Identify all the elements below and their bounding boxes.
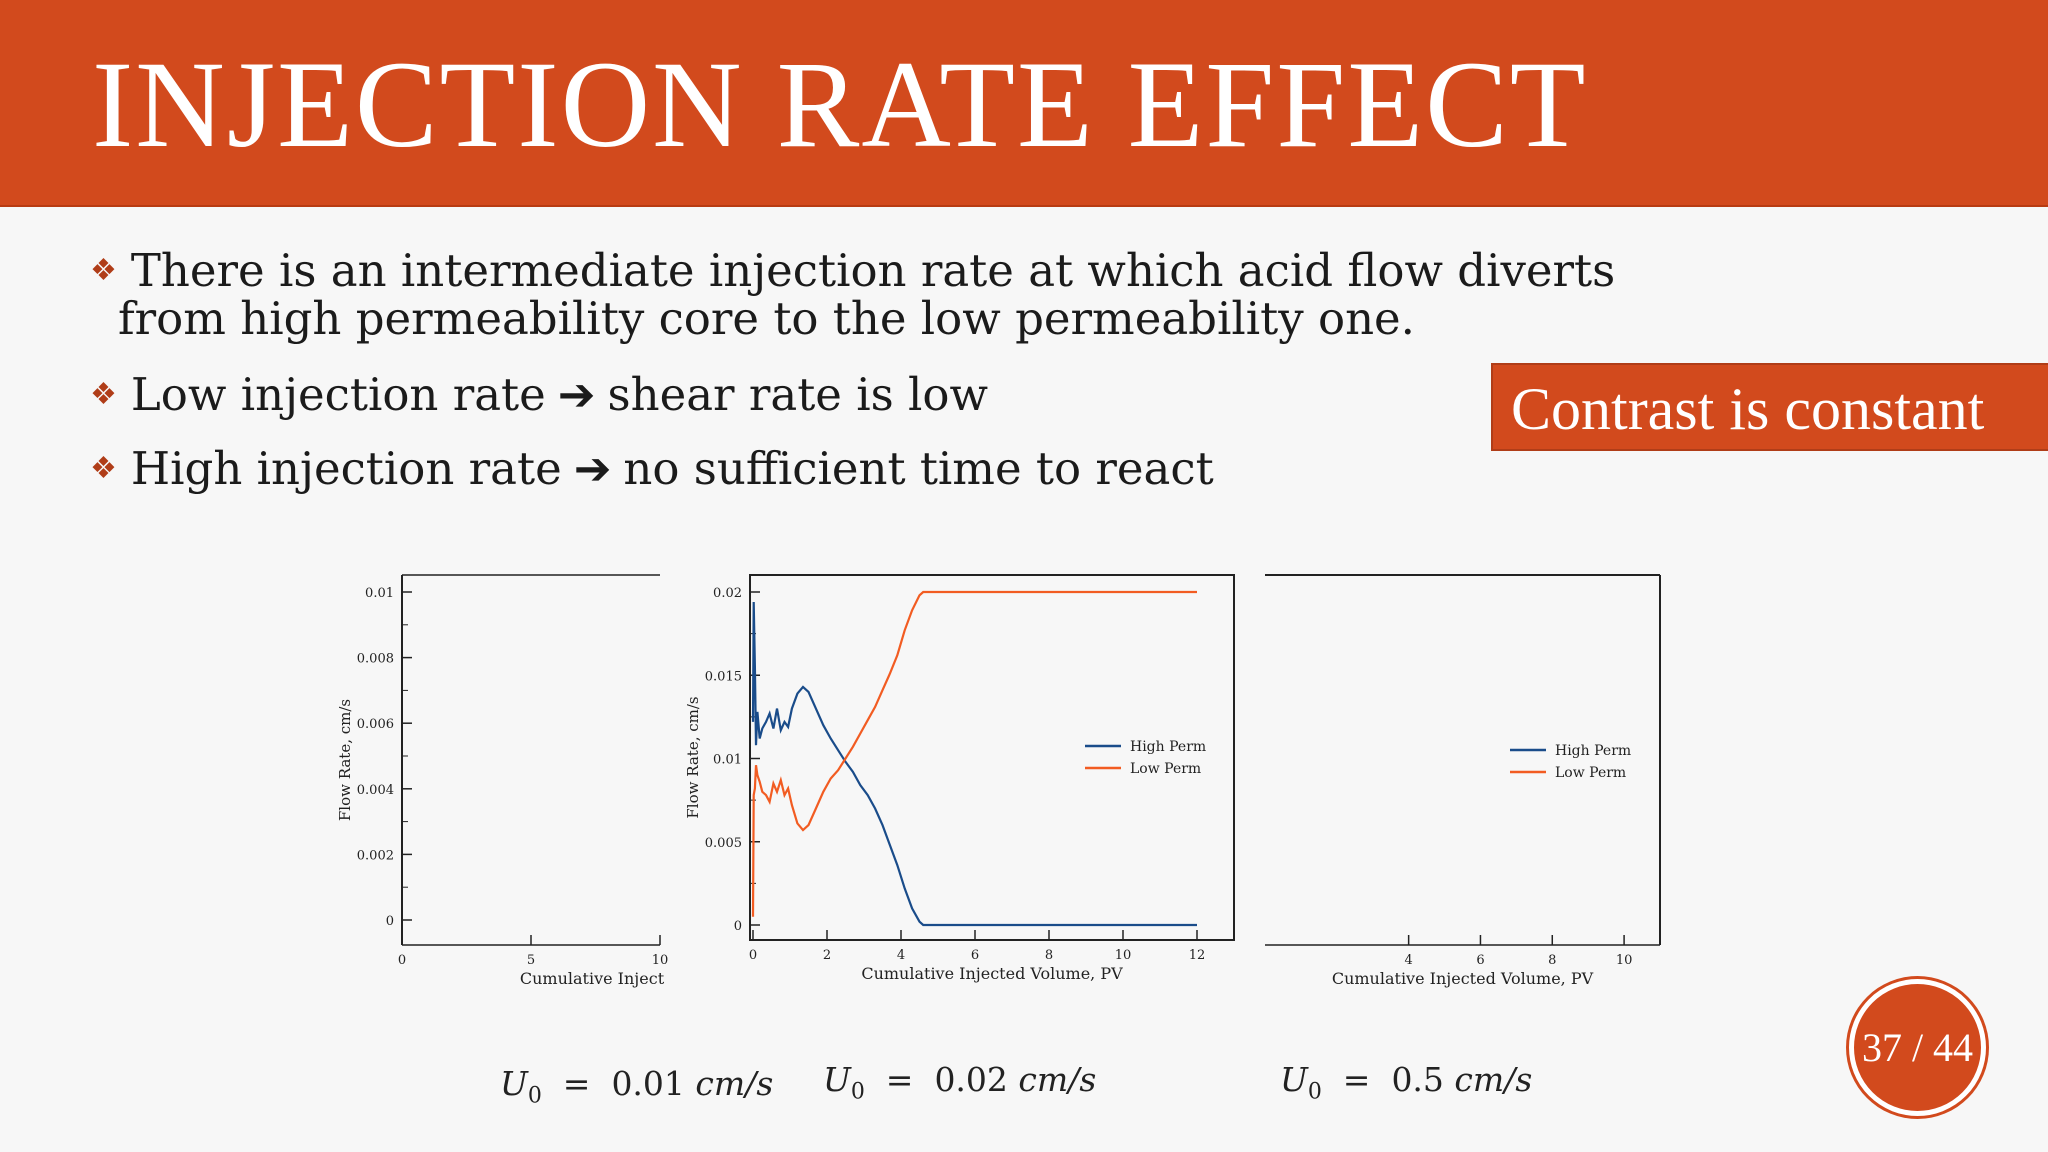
chart-2-x-tick-label: 8 xyxy=(1045,948,1053,963)
eq-3-value: 0.5 xyxy=(1391,1060,1444,1099)
chart-2-x-tick-label: 2 xyxy=(823,948,831,963)
page-number-badge: 37 / 44 xyxy=(1849,979,1986,1116)
chart-2-x-tick-label: 10 xyxy=(1115,948,1132,963)
chart-1-y-tick-label: 0.002 xyxy=(357,848,394,863)
chart-1-x-tick-label: 5 xyxy=(527,953,535,968)
chart-2-y-tick-label: 0.005 xyxy=(705,836,742,851)
chart-3-x-tick-label: 8 xyxy=(1548,953,1556,968)
eq-3-unit: cm/s xyxy=(1454,1060,1533,1099)
chart-3-legend-label: Low Perm xyxy=(1555,765,1626,781)
chart-3-x-tick-label: 6 xyxy=(1476,953,1484,968)
chart-2-y-tick-label: 0.02 xyxy=(713,586,742,601)
eq-2-sub: 0 xyxy=(850,1079,865,1105)
chart-1-x-tick-label: 0 xyxy=(398,953,406,968)
chart-1-y-tick-label: 0.01 xyxy=(365,586,394,601)
diamond-bullet-icon: ❖ xyxy=(90,451,117,486)
chart-1-x-tick-label: 10 xyxy=(652,953,669,968)
eq-1-equals: = xyxy=(562,1064,591,1103)
chart-2-y-label: Flow Rate, cm/s xyxy=(684,696,702,818)
chart-2-x-tick-label: 6 xyxy=(971,948,979,963)
eq-2-var: U xyxy=(823,1060,851,1099)
chart-2-legend-label: Low Perm xyxy=(1130,761,1201,777)
chart-1-y-label: Flow Rate, cm/s xyxy=(336,699,354,821)
chart-2-y-tick-label: 0.015 xyxy=(705,669,742,684)
chart-3-x-label: Cumulative Injected Volume, PV xyxy=(1332,969,1594,988)
eq-1-sub: 0 xyxy=(527,1083,542,1109)
chart-2-legend-label: High Perm xyxy=(1130,739,1206,755)
title-bar: INJECTION RATE EFFECT xyxy=(0,0,2048,207)
equation-1: U0 = 0.01 cm/s xyxy=(500,1064,773,1109)
chart-1-y-tick-label: 0.006 xyxy=(357,717,394,732)
chart-3-legend-label: High Perm xyxy=(1555,743,1631,759)
chart-1-y-tick-label: 0.004 xyxy=(357,783,394,798)
eq-1-value: 0.01 xyxy=(611,1064,685,1103)
bullet-2: ❖ Low injection rate ➔ shear rate is low xyxy=(90,368,988,421)
chart-2-x-tick-label: 12 xyxy=(1189,948,1206,963)
equation-3: U0 = 0.5 cm/s xyxy=(1280,1060,1532,1105)
chart-2-x-tick-label: 0 xyxy=(749,948,757,963)
chart-1-y-tick-label: 0 xyxy=(386,914,394,929)
equation-2: U0 = 0.02 cm/s xyxy=(823,1060,1096,1105)
chart-2-y-tick-label: 0 xyxy=(734,919,742,934)
chart-3-x-tick-label: 4 xyxy=(1404,953,1412,968)
eq-2-equals: = xyxy=(885,1060,914,1099)
bullet-3-left: High injection rate xyxy=(130,442,562,495)
chart-2-x-label: Cumulative Injected Volume, PV xyxy=(861,964,1123,983)
eq-3-equals: = xyxy=(1342,1060,1371,1099)
slide-title: INJECTION RATE EFFECT xyxy=(92,36,1588,173)
chart-1-x-label: Cumulative Inject xyxy=(520,969,665,988)
eq-3-sub: 0 xyxy=(1307,1079,1322,1105)
eq-2-value: 0.02 xyxy=(934,1060,1008,1099)
chart-2-y-tick-label: 0.01 xyxy=(713,753,742,768)
eq-1-unit: cm/s xyxy=(695,1064,774,1103)
bullet-1-line-1: ❖ There is an intermediate injection rate… xyxy=(90,244,1615,297)
eq-1-var: U xyxy=(500,1064,528,1103)
eq-3-var: U xyxy=(1280,1060,1308,1099)
bullet-2-right: shear rate is low xyxy=(607,368,989,421)
chart-2-x-tick-label: 4 xyxy=(897,948,905,963)
chart-1-y-tick-label: 0.008 xyxy=(357,652,394,667)
eq-2-unit: cm/s xyxy=(1018,1060,1097,1099)
diamond-bullet-icon: ❖ xyxy=(90,377,117,412)
chart-3-x-tick-label: 10 xyxy=(1616,953,1633,968)
arrow-right-icon: ➔ xyxy=(557,368,596,421)
bullet-3-right: no sufficient time to react xyxy=(623,442,1214,495)
bullet-1-text: There is an intermediate injection rate … xyxy=(130,244,1616,297)
diamond-bullet-icon: ❖ xyxy=(90,253,117,288)
arrow-right-icon: ➔ xyxy=(573,442,612,495)
chart-2-series-high-perm xyxy=(751,601,1197,927)
chart-2-frame xyxy=(749,574,1235,941)
bullet-3: ❖ High injection rate ➔ no sufficient time … xyxy=(90,442,1214,495)
chart-2-series-low-perm xyxy=(751,590,1197,917)
bullet-1-line-2: from high permeability core to the low p… xyxy=(118,292,1415,345)
bullet-2-left: Low injection rate xyxy=(130,368,546,421)
callout-box: Contrast is constant xyxy=(1491,363,2048,451)
